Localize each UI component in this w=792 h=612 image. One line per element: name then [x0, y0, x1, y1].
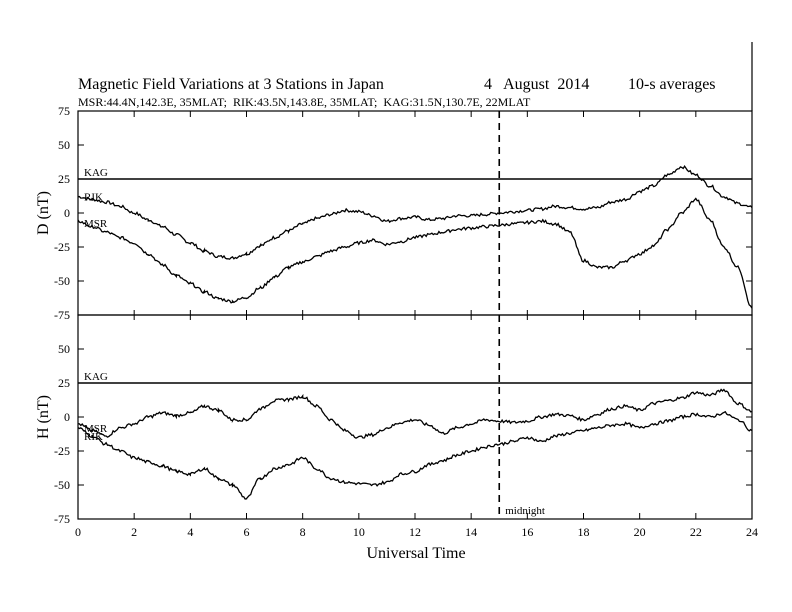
panel-h-ytick-label: 50 [58, 342, 70, 356]
series-d-rik-line [77, 165, 753, 260]
panel-h-ytick-label: -25 [54, 444, 70, 458]
series-d-kag-label: KAG [84, 167, 108, 179]
x-tick-label: 6 [244, 525, 250, 539]
panel-d-ytick-label: -50 [54, 274, 70, 288]
x-axis-title: Universal Time [366, 545, 465, 562]
panel-h-ytick-label: -75 [54, 512, 70, 526]
chart-subtitle: MSR:44.4N,142.3E, 35MLAT; RIK:43.5N,143.… [78, 95, 531, 109]
x-tick-label: 2 [131, 525, 137, 539]
panel-d-ytick-label: 50 [58, 138, 70, 152]
panel-d-ytick-label: -75 [54, 308, 70, 322]
x-tick-label: 18 [578, 525, 590, 539]
panel-h-ytick-label: 0 [64, 410, 70, 424]
series-h-msr-label: MSR [84, 423, 108, 435]
panel-d-ytick-label: -25 [54, 240, 70, 254]
panel-h-ytick-label: -50 [54, 478, 70, 492]
panel-d-ytick-label: 25 [58, 172, 70, 186]
panel-d-frame [77, 110, 753, 316]
x-tick-label: 0 [75, 525, 81, 539]
panel-d-ytick-label: 75 [58, 104, 70, 118]
chart-averaging: 10-s averages [628, 76, 716, 93]
series-h-msr-line [77, 388, 753, 439]
chart-date: 4 August 2014 [484, 76, 589, 93]
chart-title: Magnetic Field Variations at 3 Stations … [78, 76, 384, 93]
x-tick-label: 10 [353, 525, 365, 539]
x-tick-label: 4 [187, 525, 193, 539]
series-d-rik-label: RIK [84, 192, 103, 204]
x-tick-label: 24 [746, 525, 758, 539]
panel-h-ylabel: H (nT) [35, 395, 52, 439]
x-tick-label: 14 [465, 525, 477, 539]
midnight-marker-label: midnight [505, 505, 545, 517]
panel-d-ytick-label: 0 [64, 206, 70, 220]
panel-h-ytick-label: 25 [58, 376, 70, 390]
series-h-rik-line [77, 410, 753, 500]
series-d-msr-line [77, 197, 753, 309]
x-tick-label: 16 [521, 525, 533, 539]
series-d-msr-label: MSR [84, 218, 108, 230]
series-h-kag-label: KAG [84, 371, 108, 383]
panel-d-ylabel: D (nT) [35, 191, 52, 235]
x-tick-label: 22 [690, 525, 702, 539]
x-tick-label: 12 [409, 525, 421, 539]
series-h-rik-label: RIK [84, 431, 103, 443]
x-tick-label: 20 [634, 525, 646, 539]
x-tick-label: 8 [300, 525, 306, 539]
